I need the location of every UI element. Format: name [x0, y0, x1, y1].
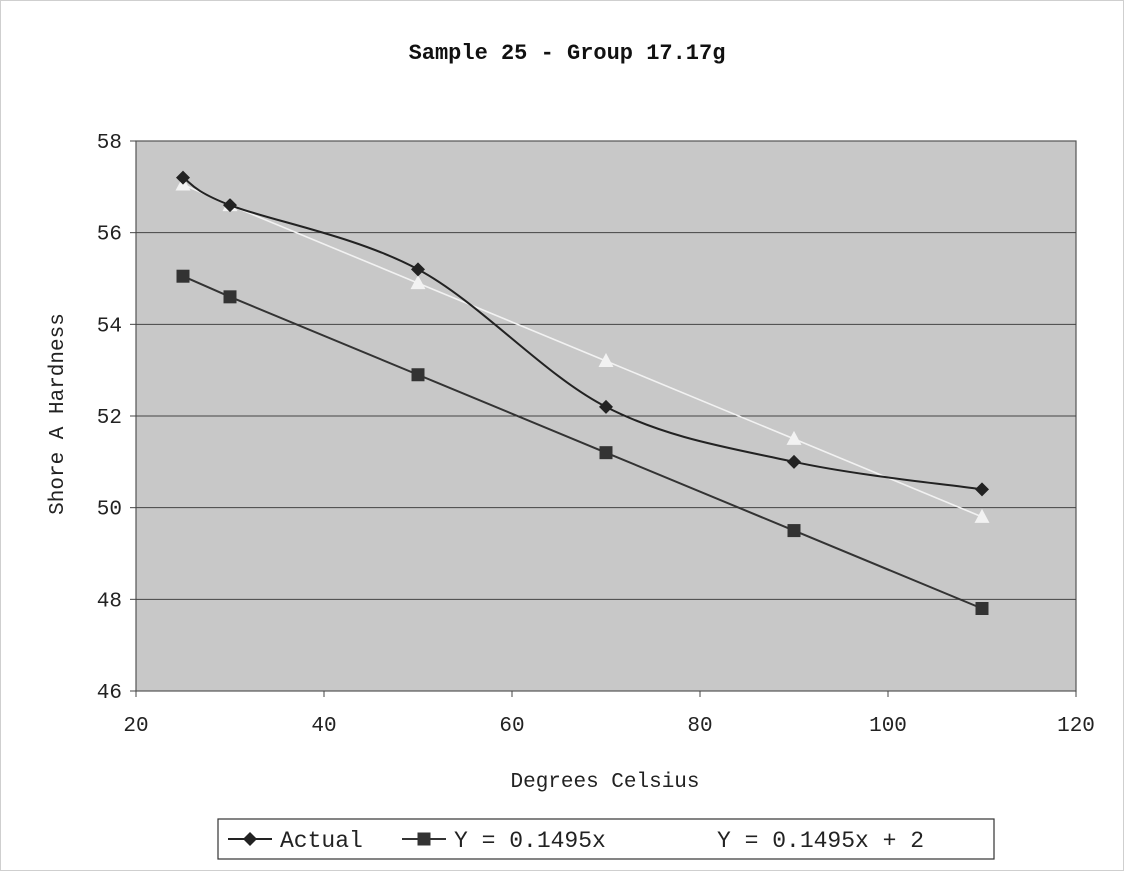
- x-tick-label: 80: [687, 715, 712, 738]
- data-point-s1-3: [599, 399, 613, 414]
- y-tick-label: 46: [97, 682, 122, 705]
- legend-label: Y = 0.1495x + 2: [717, 828, 924, 854]
- legend-entry-1: Actual: [228, 828, 363, 854]
- legend-swatch-marker: [417, 832, 431, 846]
- x-tick-label: 20: [123, 715, 148, 738]
- y-tick-label: 48: [97, 590, 122, 613]
- x-axis-label: Degrees Celsius: [510, 771, 699, 794]
- series-line-2: [182, 275, 983, 610]
- x-tick-label: 100: [869, 715, 907, 738]
- data-point-s1-0: [176, 170, 190, 185]
- legend-label: Actual: [280, 828, 363, 854]
- x-tick-label: 40: [311, 715, 336, 738]
- data-point-s1-4: [787, 454, 801, 469]
- data-point-s3-5: [974, 508, 990, 523]
- x-tick-label: 60: [499, 715, 524, 738]
- data-point-s2-2: [411, 368, 425, 382]
- x-tick-label: 120: [1057, 715, 1095, 738]
- legend-box: [217, 818, 995, 860]
- data-point-s2-1: [223, 290, 237, 304]
- data-point-s2-3: [599, 446, 613, 460]
- y-axis-label: Shore A Hardness: [47, 313, 70, 515]
- series-2: [176, 269, 989, 615]
- y-tick-label: 58: [97, 132, 122, 155]
- legend: Actual Y = 0.1495x Y = 0.1495x + 2: [217, 818, 995, 860]
- data-point-s3-2: [410, 275, 426, 290]
- data-point-s2-5: [975, 602, 989, 615]
- data-point-s3-3: [598, 353, 614, 367]
- legend-entry-3: Y = 0.1495x + 2: [717, 828, 924, 854]
- y-tick-label: 50: [97, 499, 122, 522]
- series-line-1: [182, 176, 983, 491]
- legend-swatch-marker: [243, 832, 257, 846]
- series-1: [176, 170, 989, 497]
- data-point-s2-0: [176, 269, 190, 283]
- data-point-s2-4: [787, 524, 801, 538]
- y-tick-label: 52: [97, 407, 122, 430]
- plot-area: 46 48 50 52 54 56 58 20 40 60 80 100 120: [97, 132, 1095, 738]
- data-point-s3-4: [786, 430, 802, 445]
- y-tick-label: 54: [97, 315, 122, 338]
- data-point-s1-2: [411, 262, 425, 277]
- y-tick-label: 56: [97, 224, 122, 247]
- legend-entry-2: Y = 0.1495x: [402, 828, 606, 854]
- data-point-s1-5: [975, 482, 989, 497]
- data-point-s1-1: [223, 198, 237, 213]
- chart-title: Sample 25 - Group 17.17g: [409, 41, 726, 66]
- legend-label: Y = 0.1495x: [454, 828, 606, 854]
